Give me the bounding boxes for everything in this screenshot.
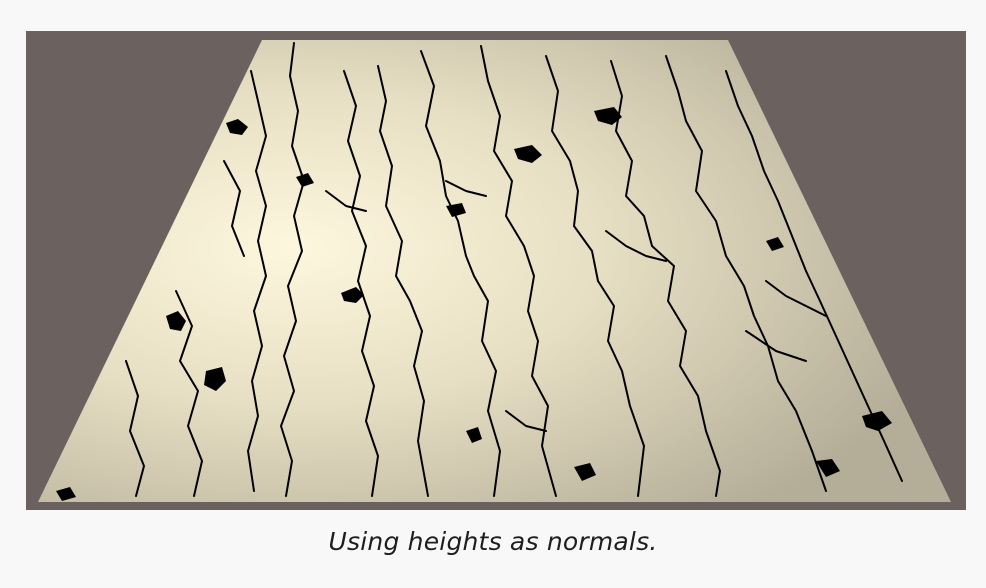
rendered-plane-image bbox=[26, 31, 966, 510]
terrain-render bbox=[38, 40, 951, 502]
figure-caption: Using heights as normals. bbox=[328, 527, 658, 556]
crack-lines bbox=[125, 42, 903, 497]
crack-blobs bbox=[56, 107, 892, 501]
lit-plane bbox=[38, 40, 951, 502]
